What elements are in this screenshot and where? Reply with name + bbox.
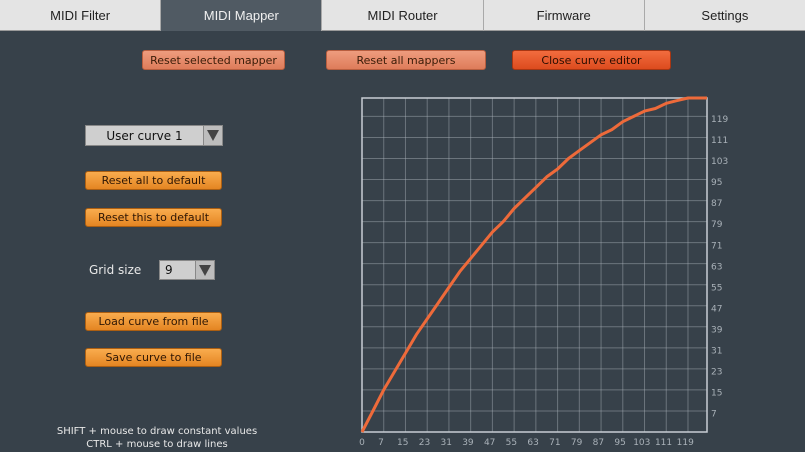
y-tick-label: 47: [711, 304, 722, 314]
reset-this-to-default-button[interactable]: Reset this to default: [85, 208, 222, 227]
y-tick-label: 103: [711, 157, 728, 167]
tab-midi-router[interactable]: MIDI Router: [322, 0, 484, 31]
y-tick-label: 31: [711, 346, 722, 356]
y-tick-label: 119: [711, 115, 728, 125]
x-tick-label: 63: [527, 438, 538, 448]
y-tick-label: 79: [711, 220, 723, 230]
y-tick-label: 7: [711, 410, 717, 420]
y-tick-label: 55: [711, 283, 722, 293]
tab-midi-mapper[interactable]: MIDI Mapper: [161, 0, 323, 31]
tab-firmware[interactable]: Firmware: [483, 0, 645, 31]
x-tick-label: 119: [677, 438, 694, 448]
y-tick-label: 111: [711, 136, 728, 146]
tab-midi-filter[interactable]: MIDI Filter: [0, 0, 162, 31]
x-tick-label: 0: [359, 438, 365, 448]
y-tick-label: 95: [711, 178, 722, 188]
y-tick-label: 23: [711, 368, 722, 378]
reset-all-mappers-button[interactable]: Reset all mappers: [326, 50, 486, 70]
curve-select[interactable]: User curve 1: [85, 125, 223, 146]
reset-all-to-default-button[interactable]: Reset all to default: [85, 171, 222, 190]
hint-ctrl: CTRL + mouse to draw lines: [86, 439, 228, 450]
close-curve-editor-button[interactable]: Close curve editor: [512, 50, 671, 70]
x-tick-label: 87: [593, 438, 604, 448]
save-curve-to-file-button[interactable]: Save curve to file: [85, 348, 222, 367]
grid-size-select[interactable]: 9: [159, 260, 215, 280]
hint-shift: SHIFT + mouse to draw constant values: [56, 426, 258, 437]
curve-border: [361, 97, 708, 433]
y-tick-label: 39: [711, 325, 723, 335]
x-tick-label: 71: [549, 438, 560, 448]
curve-grid: [361, 97, 708, 433]
reset-selected-mapper-button[interactable]: Reset selected mapper: [142, 50, 285, 70]
x-tick-label: 55: [506, 438, 517, 448]
x-axis-ticks: 0 7 15 23 31 39 47 55 63 71 79 87 95 103 111 119: [359, 438, 694, 448]
x-tick-label: 31: [440, 438, 451, 448]
x-tick-label: 95: [614, 438, 625, 448]
y-tick-label: 63: [711, 262, 722, 272]
y-tick-label: 71: [711, 241, 722, 251]
chevron-down-icon[interactable]: [195, 261, 214, 279]
tab-settings[interactable]: Settings: [644, 0, 805, 31]
x-tick-label: 79: [571, 438, 583, 448]
x-tick-label: 39: [462, 438, 474, 448]
x-tick-label: 23: [419, 438, 430, 448]
curve-select-value: User curve 1: [106, 128, 183, 143]
curve-line[interactable]: [360, 96, 707, 433]
x-tick-label: 103: [633, 438, 650, 448]
y-tick-label: 87: [711, 199, 722, 209]
y-axis-ticks: 7 15 23 31 39 47 55 63 71 79 87 95 103 111 119: [711, 115, 728, 420]
x-tick-label: 15: [397, 438, 408, 448]
y-tick-label: 15: [711, 389, 722, 399]
grid-size-label: Grid size: [89, 263, 142, 277]
x-tick-label: 111: [655, 438, 672, 448]
load-curve-from-file-button[interactable]: Load curve from file: [85, 312, 222, 331]
chevron-down-icon[interactable]: [203, 126, 222, 145]
x-tick-label: 7: [378, 438, 384, 448]
tab-bar: MIDI Filter MIDI Mapper MIDI Router Firm…: [0, 0, 805, 31]
grid-size-value: 9: [165, 263, 173, 277]
x-tick-label: 47: [484, 438, 495, 448]
